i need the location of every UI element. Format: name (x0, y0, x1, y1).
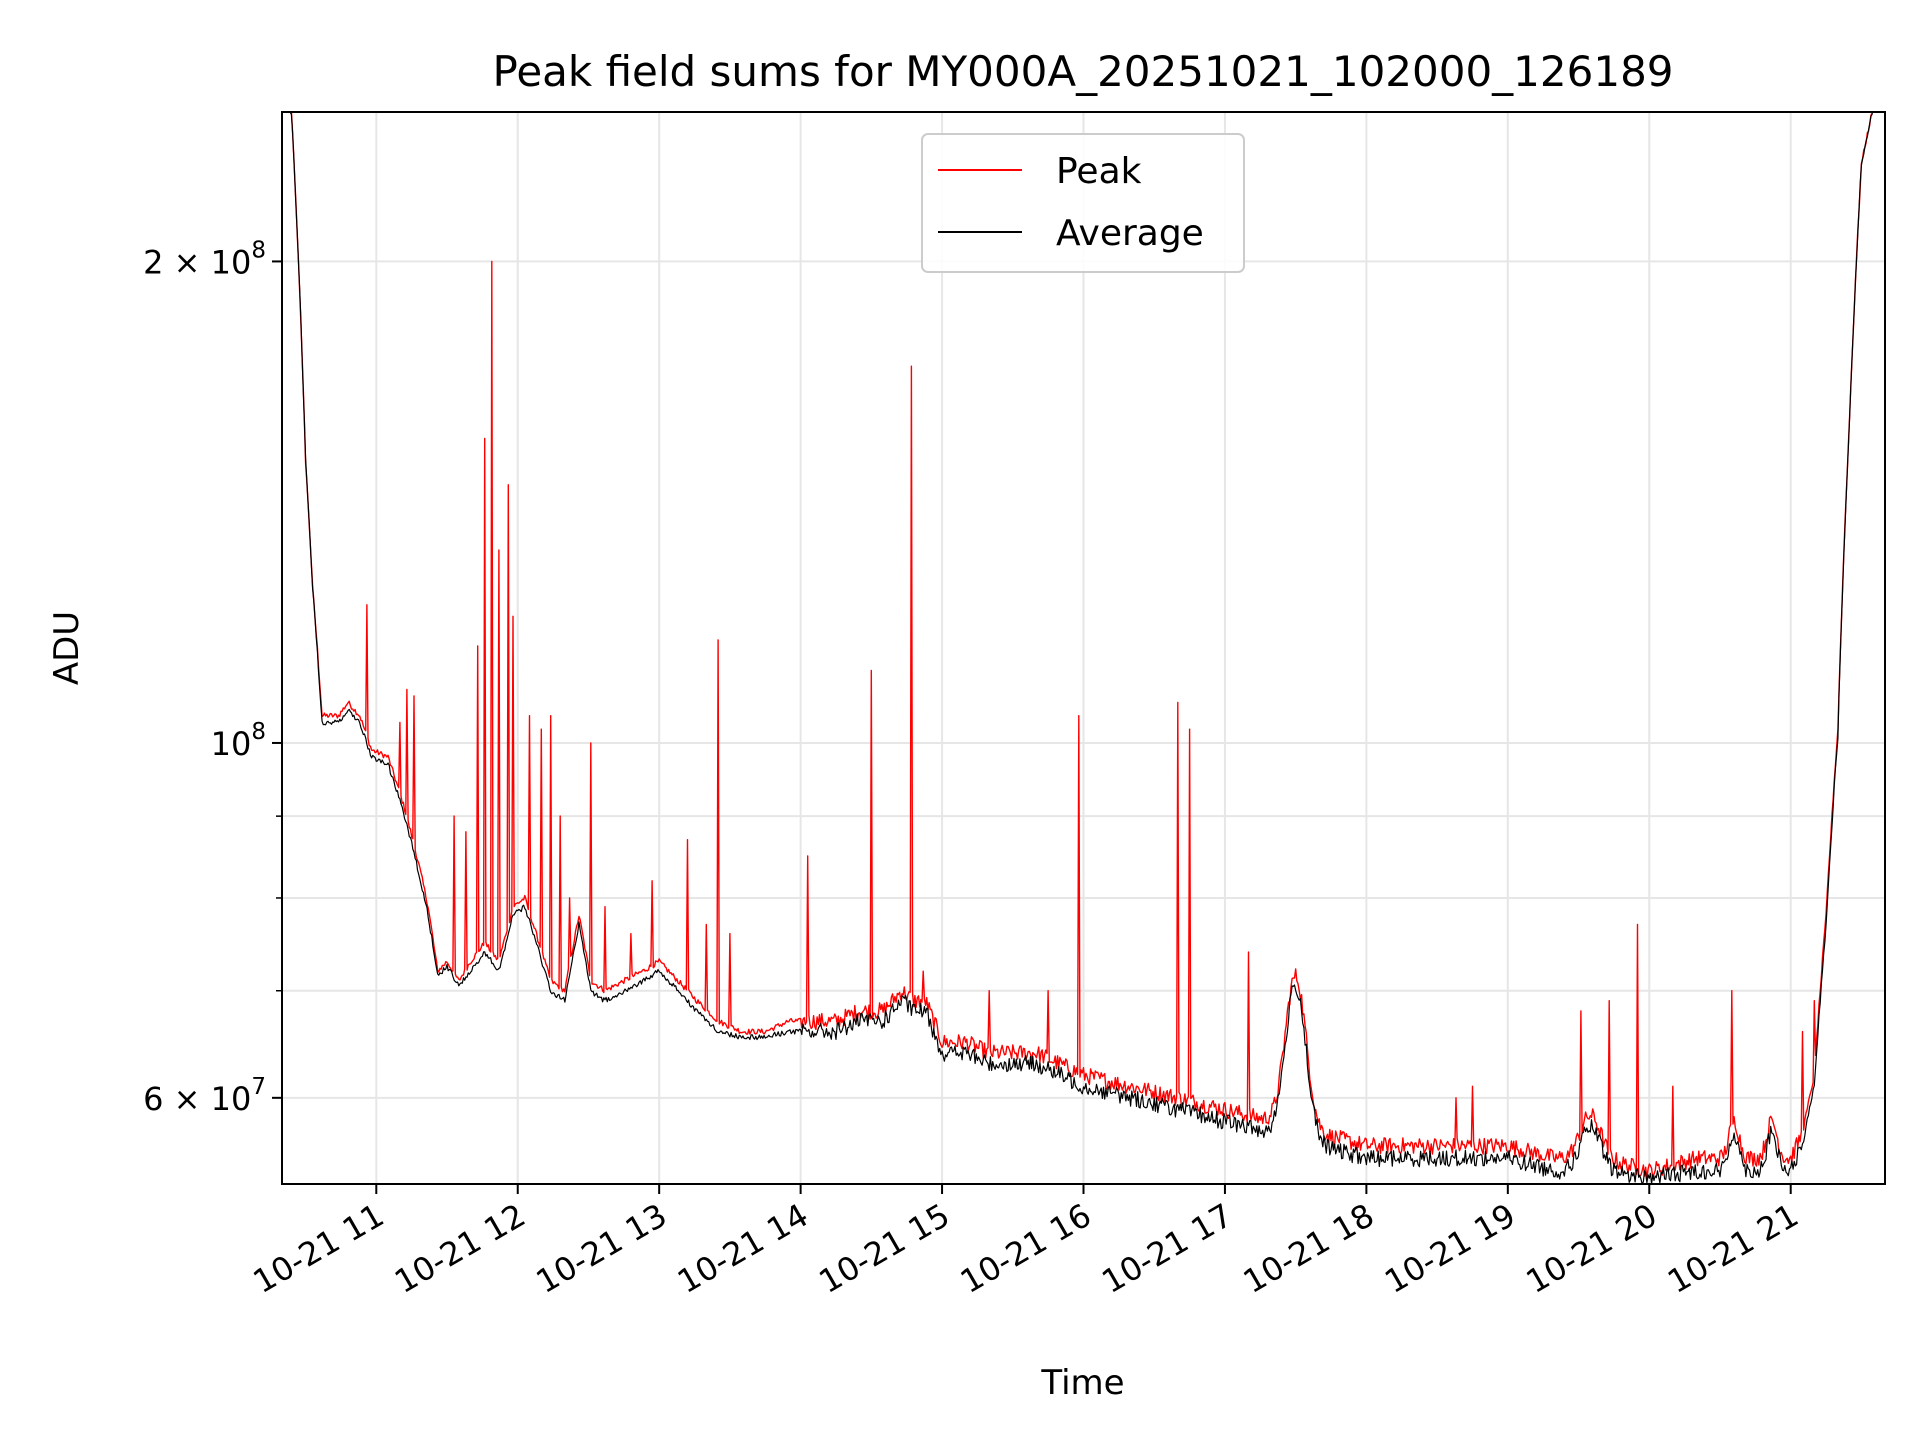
y-tick-label: 2 × 108 (143, 237, 266, 281)
legend-label-average: Average (1056, 213, 1204, 254)
legend-box (921, 133, 1245, 273)
y-tick-label: 6 × 107 (143, 1074, 266, 1118)
y-axis-label: ADU (47, 611, 87, 685)
legend-label-peak: Peak (1056, 151, 1142, 192)
legend: Peak Average (921, 133, 1245, 273)
grid-lines (282, 112, 1885, 1184)
chart-title: Peak field sums for MY000A_20251021_1020… (492, 47, 1673, 96)
plot-area (287, 112, 1874, 1184)
y-axis: 6 × 107 108 2 × 108 (143, 237, 282, 1118)
series-line-average (287, 112, 1873, 1184)
y-tick-label: 108 (211, 719, 266, 763)
series-line-peak (288, 112, 1874, 1180)
x-axis-label: Time (1040, 1363, 1124, 1403)
